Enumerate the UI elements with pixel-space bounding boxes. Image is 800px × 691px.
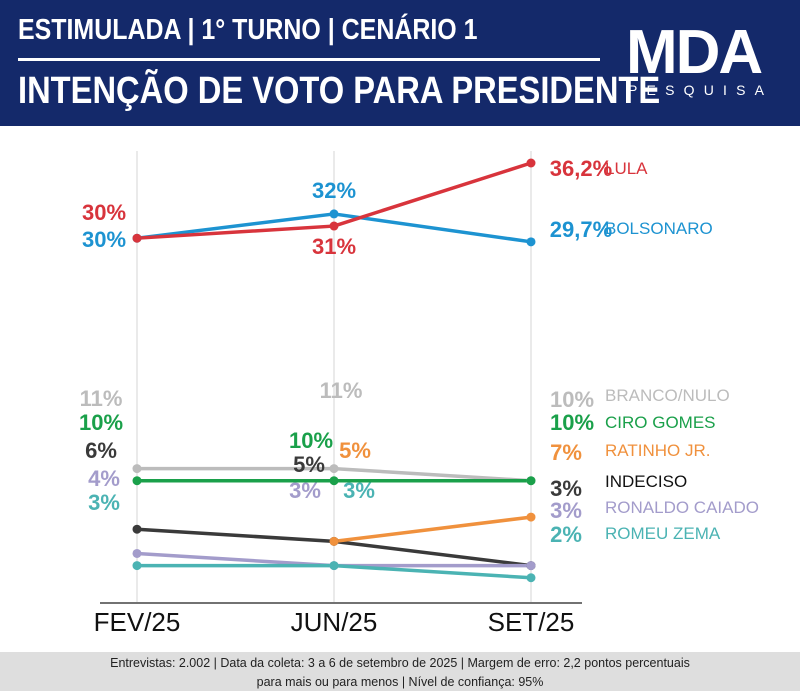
data-point-bolsonaro xyxy=(526,237,536,247)
x-tick-label: FEV/25 xyxy=(94,607,181,637)
value-label: 3% xyxy=(550,476,582,501)
value-label: 3% xyxy=(289,478,321,503)
value-label: 11% xyxy=(80,386,123,411)
value-label: 36,2% xyxy=(550,156,612,181)
value-label: 3% xyxy=(550,498,582,523)
value-label: 29,7% xyxy=(550,217,612,242)
data-point-indeciso xyxy=(132,524,142,534)
footer-note: Entrevistas: 2.002 | Data da coleta: 3 a… xyxy=(0,652,800,691)
data-point-romeu-zema xyxy=(526,573,536,583)
value-label: 2% xyxy=(550,522,582,547)
data-point-bolsonaro xyxy=(329,209,339,219)
data-point-lula xyxy=(526,158,536,168)
legend-labels: LULA BOLSONARO BRANCO/NULO CIRO GOMES RATINH… xyxy=(605,159,759,543)
value-label: 10% xyxy=(550,387,594,412)
value-label: 31% xyxy=(312,234,356,259)
data-point-ciro-gomes xyxy=(526,476,536,486)
value-label: 6% xyxy=(85,438,117,463)
line-chart: 30%31%36,2%30%32%29,7%11% 11% 10%10%10%10%… xyxy=(79,151,759,637)
footer-line-1: Entrevistas: 2.002 | Data da coleta: 3 a… xyxy=(110,656,690,670)
series-name-label: BOLSONARO xyxy=(605,219,713,238)
logo-sub: PESQUISA xyxy=(628,82,774,98)
value-label: 3% xyxy=(88,490,120,515)
x-tick-label: SET/25 xyxy=(488,607,575,637)
series-name-label: BRANCO/NULO xyxy=(605,386,730,405)
mda-logo: MDA PESQUISA xyxy=(626,22,786,104)
series-name-label: CIRO GOMES xyxy=(605,413,716,432)
x-axis: FEV/25 JUN/25 SET/25 xyxy=(94,602,582,637)
header-banner: ESTIMULADA | 1° TURNO | CENÁRIO 1 INTENÇ… xyxy=(0,0,800,126)
footer-line-2: para mais ou para menos | Nível de confi… xyxy=(256,675,544,689)
data-point-ratinho-jr xyxy=(526,512,536,522)
x-tick-label: JUN/25 xyxy=(291,607,378,637)
series-points xyxy=(132,158,536,583)
value-label: 5% xyxy=(339,438,371,463)
value-labels: 30%31%36,2%30%32%29,7%11% 11% 10%10%10%10%… xyxy=(79,156,612,547)
value-label: 5% xyxy=(293,452,325,477)
value-label: 30% xyxy=(82,200,126,225)
value-label: 7% xyxy=(550,440,582,465)
series-name-label: RONALDO CAIADO xyxy=(605,498,759,517)
data-point-ciro-gomes xyxy=(329,476,339,486)
series-name-label: LULA xyxy=(605,159,648,178)
data-point-ratinho-jr xyxy=(329,536,339,546)
series-line-ratinho-jr xyxy=(333,515,532,544)
data-point-romeu-zema xyxy=(329,561,339,571)
data-point-ronaldo-caiado xyxy=(526,561,536,571)
value-label: 10% xyxy=(289,428,333,453)
header-divider xyxy=(18,58,600,61)
data-point-branco-nulo xyxy=(329,464,339,474)
value-label: 4% xyxy=(88,466,120,491)
series-name-label: RATINHO JR. xyxy=(605,441,710,460)
logo-word: MDA xyxy=(626,18,763,87)
data-point-ronaldo-caiado xyxy=(132,548,142,558)
series-name-label: ROMEU ZEMA xyxy=(605,524,721,543)
data-point-romeu-zema xyxy=(132,561,142,571)
data-point-lula xyxy=(329,221,339,231)
data-point-ciro-gomes xyxy=(132,476,142,486)
value-label: 3% xyxy=(343,478,375,503)
chart-subtitle: ESTIMULADA | 1° TURNO | CENÁRIO 1 xyxy=(18,14,478,46)
value-label: 10% xyxy=(550,410,594,435)
chart-title: INTENÇÃO DE VOTO PARA PRESIDENTE xyxy=(18,70,661,112)
data-point-branco-nulo xyxy=(132,464,142,474)
value-label: 10% xyxy=(79,410,123,435)
value-label: 30% xyxy=(82,227,126,252)
series-name-label: INDECISO xyxy=(605,472,687,491)
value-label: 11% xyxy=(320,378,363,403)
value-label: 32% xyxy=(312,178,356,203)
data-point-lula xyxy=(132,233,142,243)
